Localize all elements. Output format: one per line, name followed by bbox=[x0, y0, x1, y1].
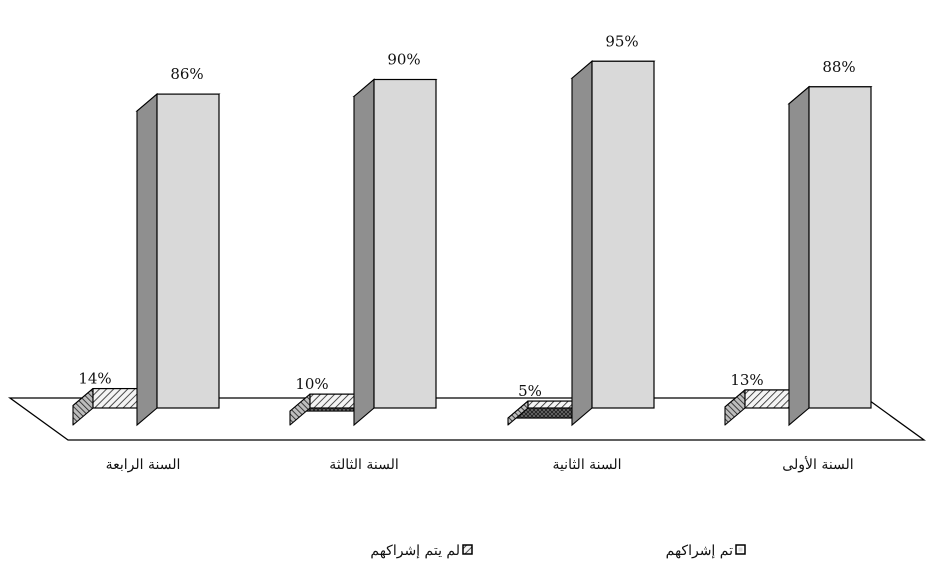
category-label: السنة الأولى bbox=[782, 455, 853, 473]
bar-involved bbox=[352, 78, 438, 427]
category-label: السنة الثانية bbox=[552, 457, 621, 473]
bars-layer bbox=[72, 60, 873, 427]
bar-not-involved bbox=[507, 400, 592, 426]
legend-label-involved: تم إشراكهم bbox=[666, 543, 733, 559]
category-labels: السنة الرابعة السنة الثالثة السنة الثاني… bbox=[106, 455, 854, 473]
category-label: السنة الرابعة bbox=[106, 457, 181, 473]
value-label-involved: 88% bbox=[822, 58, 855, 76]
value-label-involved: 86% bbox=[170, 65, 203, 83]
legend-item-not-involved: لم يتم إشراكهم bbox=[370, 543, 473, 559]
value-label-not-involved: 14% bbox=[78, 370, 111, 388]
value-labels-layer: 14% 86% 10% 90% 5% 95% 13% 88% bbox=[78, 32, 855, 400]
legend-swatch-not-involved bbox=[462, 544, 473, 555]
category-label: السنة الثالثة bbox=[329, 457, 398, 473]
bar-involved bbox=[570, 60, 656, 427]
value-label-not-involved: 5% bbox=[518, 382, 542, 400]
value-label-involved: 90% bbox=[387, 51, 420, 69]
legend-label-not-involved: لم يتم إشراكهم bbox=[370, 543, 460, 559]
value-label-not-involved: 13% bbox=[730, 371, 763, 389]
bar-involved bbox=[787, 85, 873, 427]
legend-item-involved: تم إشراكهم bbox=[666, 543, 746, 559]
value-label-involved: 95% bbox=[605, 32, 638, 50]
value-label-not-involved: 10% bbox=[295, 375, 328, 393]
bar-involved bbox=[135, 92, 221, 427]
legend: تم إشراكهم لم يتم إشراكهم bbox=[370, 543, 746, 559]
